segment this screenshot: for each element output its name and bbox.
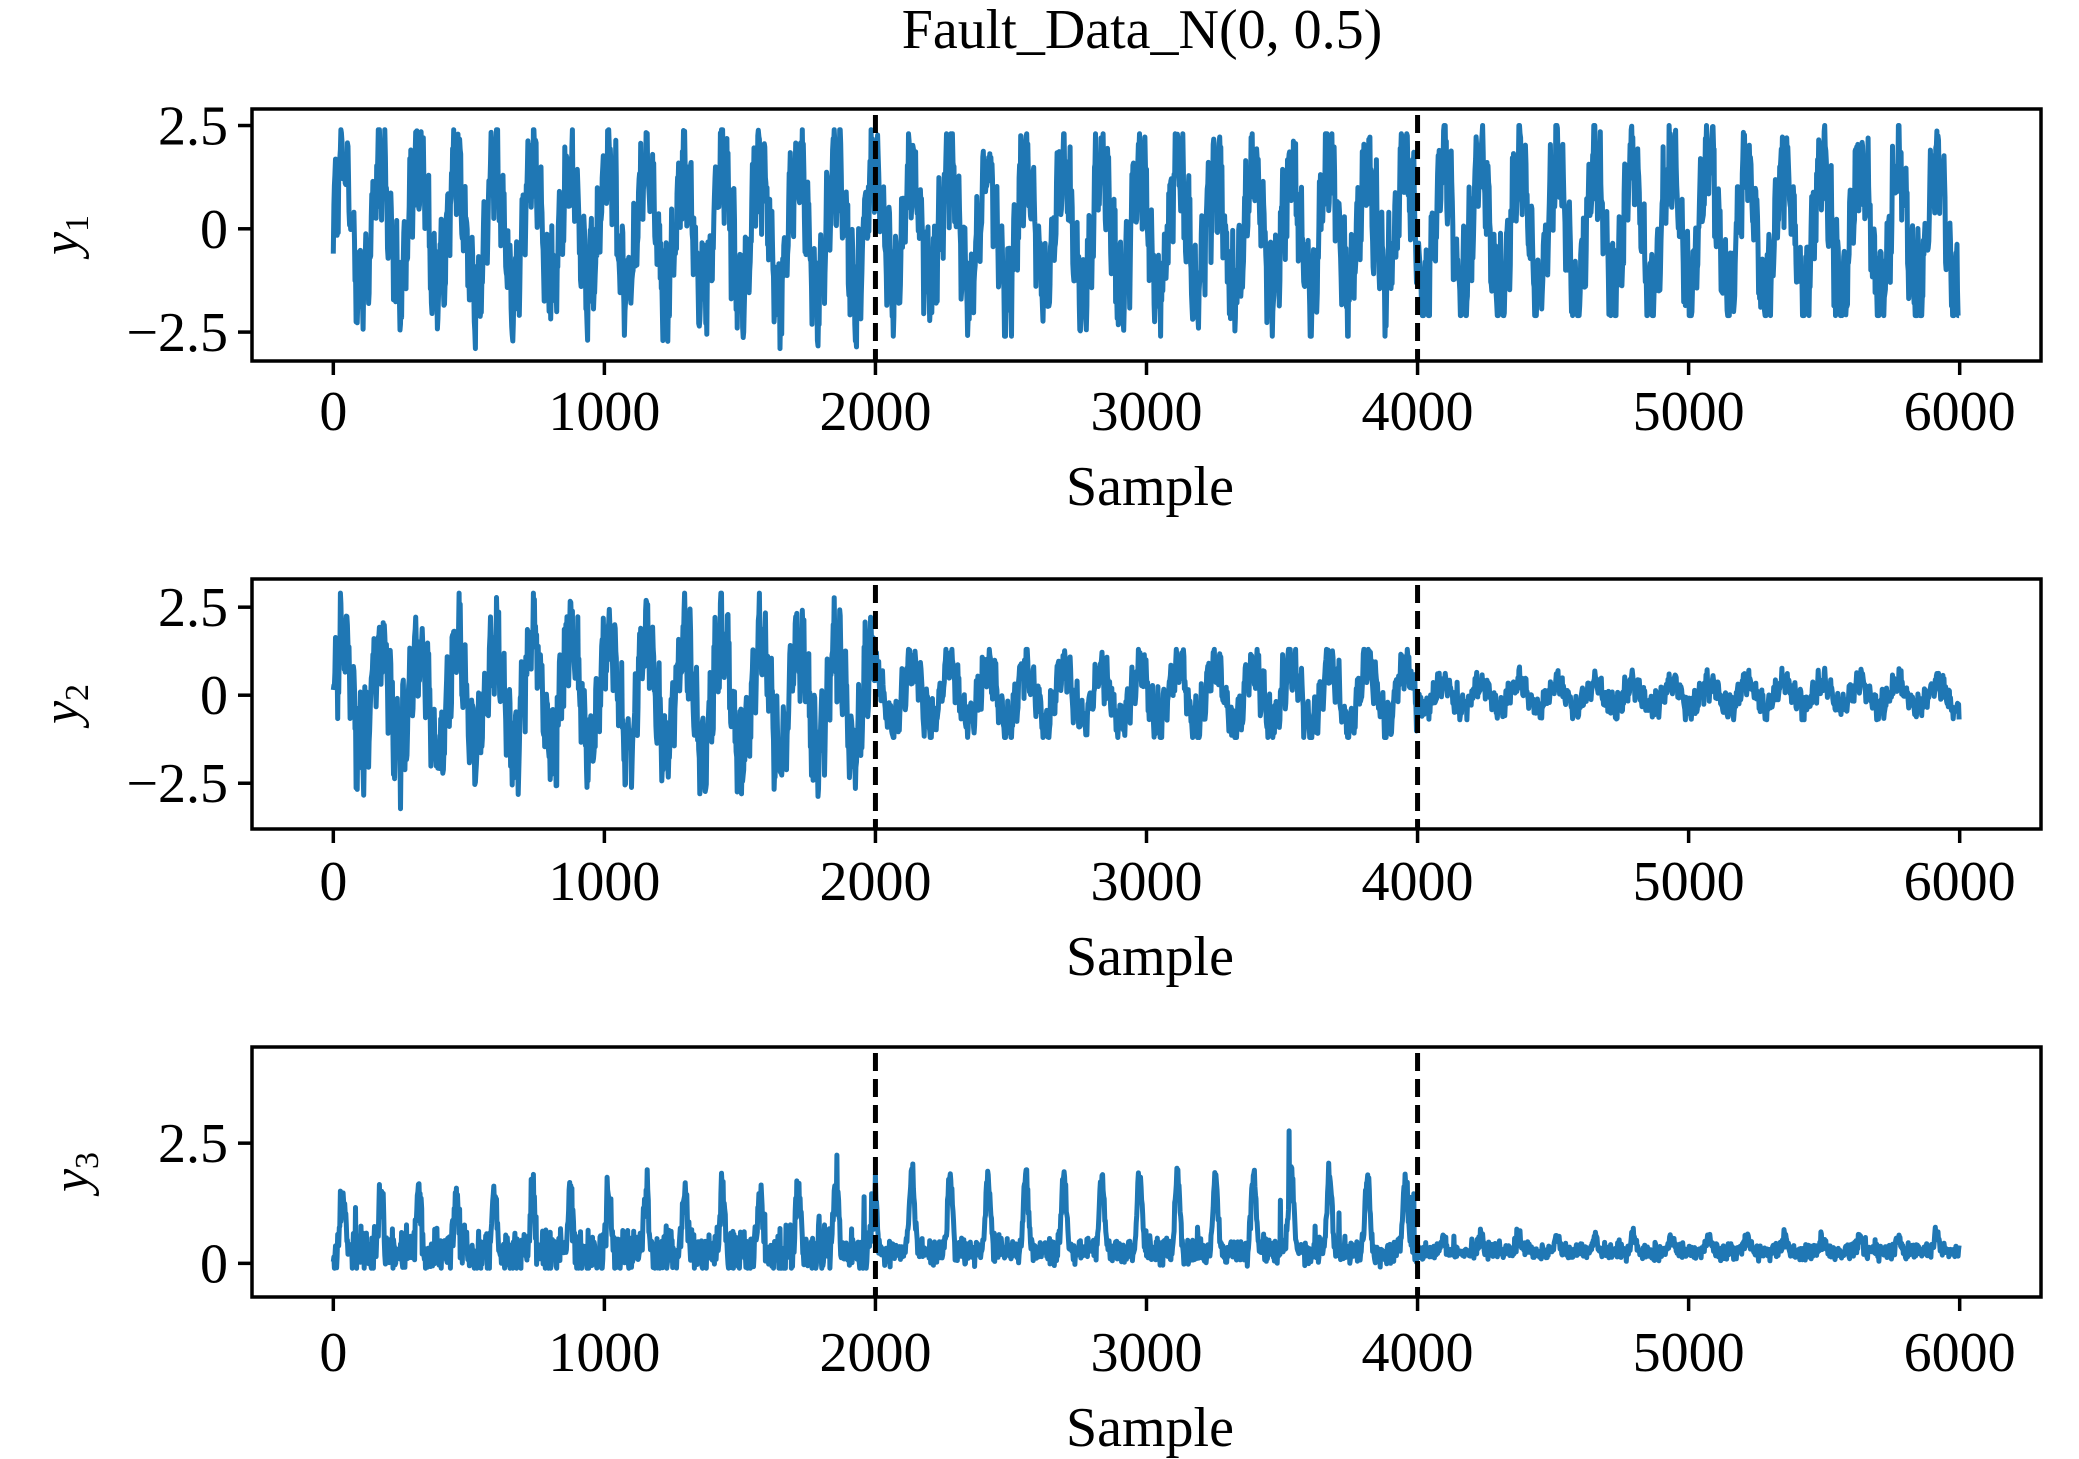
x-tick-label: 2000 [819, 851, 931, 913]
y-tick-label: −2.5 [126, 753, 228, 815]
x-axis-label: Sample [1066, 456, 1234, 518]
y-axis-label: y3 [43, 1152, 106, 1197]
y-tick-label: 2.5 [158, 1113, 228, 1175]
x-axis-label: Sample [1066, 926, 1234, 988]
series-line-y1 [330, 123, 1962, 352]
x-tick-label: 3000 [1091, 381, 1203, 443]
y-axis-label: y1 [33, 215, 96, 260]
x-tick-label: 6000 [1904, 381, 2016, 443]
y-axis-label-subscript: 3 [69, 1152, 106, 1169]
x-axis-label: Sample [1066, 1397, 1234, 1459]
x-tick-label: 3000 [1091, 851, 1203, 913]
x-tick-label: 6000 [1904, 851, 2016, 913]
x-tick-label: 4000 [1362, 851, 1474, 913]
subplot-2: 0 1000 2000 3000 4000 5000 6000 2.5 0 −2.5 Sample y… [33, 577, 2043, 988]
y-tick-label: 0 [200, 665, 228, 727]
x-tick-label: 5000 [1633, 1322, 1745, 1384]
y-axis-label-base: y [33, 700, 90, 729]
chart-title: Fault_Data_N(0, 0.5) [902, 0, 1383, 61]
x-tick-label: 2000 [819, 1322, 931, 1384]
y-tick-label: −2.5 [126, 302, 228, 364]
y-axis-label-base: y [43, 1168, 100, 1197]
x-tick-label: 4000 [1362, 381, 1474, 443]
subplot-1: 0 1000 2000 3000 4000 5000 6000 2.5 0 −2.5 Sample y… [33, 96, 2043, 518]
x-tick-label: 1000 [548, 851, 660, 913]
y-axis-label-subscript: 1 [59, 215, 96, 232]
y-axis-label: y2 [33, 684, 96, 729]
x-tick-label: 0 [319, 851, 347, 913]
y-axis-label-base: y [33, 231, 90, 260]
x-tick-label: 5000 [1633, 381, 1745, 443]
subplot-3: 0 1000 2000 3000 4000 5000 6000 2.5 0 Sample y3 [43, 1045, 2043, 1459]
x-tick-label: 0 [319, 381, 347, 443]
x-tick-label: 2000 [819, 381, 931, 443]
x-tick-label: 1000 [548, 381, 660, 443]
y-tick-label: 2.5 [158, 96, 228, 158]
series-line-y2 [330, 590, 1962, 812]
x-tick-label: 0 [319, 1322, 347, 1384]
x-tick-label: 1000 [548, 1322, 660, 1384]
x-tick-label: 5000 [1633, 851, 1745, 913]
x-tick-label: 3000 [1091, 1322, 1203, 1384]
x-tick-label: 4000 [1362, 1322, 1474, 1384]
y-tick-label: 2.5 [158, 577, 228, 639]
series-line-y3 [330, 1128, 1962, 1271]
y-axis-label-subscript: 2 [59, 684, 96, 701]
x-tick-label: 6000 [1904, 1322, 2016, 1384]
y-tick-label: 0 [200, 1233, 228, 1295]
y-tick-label: 0 [200, 199, 228, 261]
